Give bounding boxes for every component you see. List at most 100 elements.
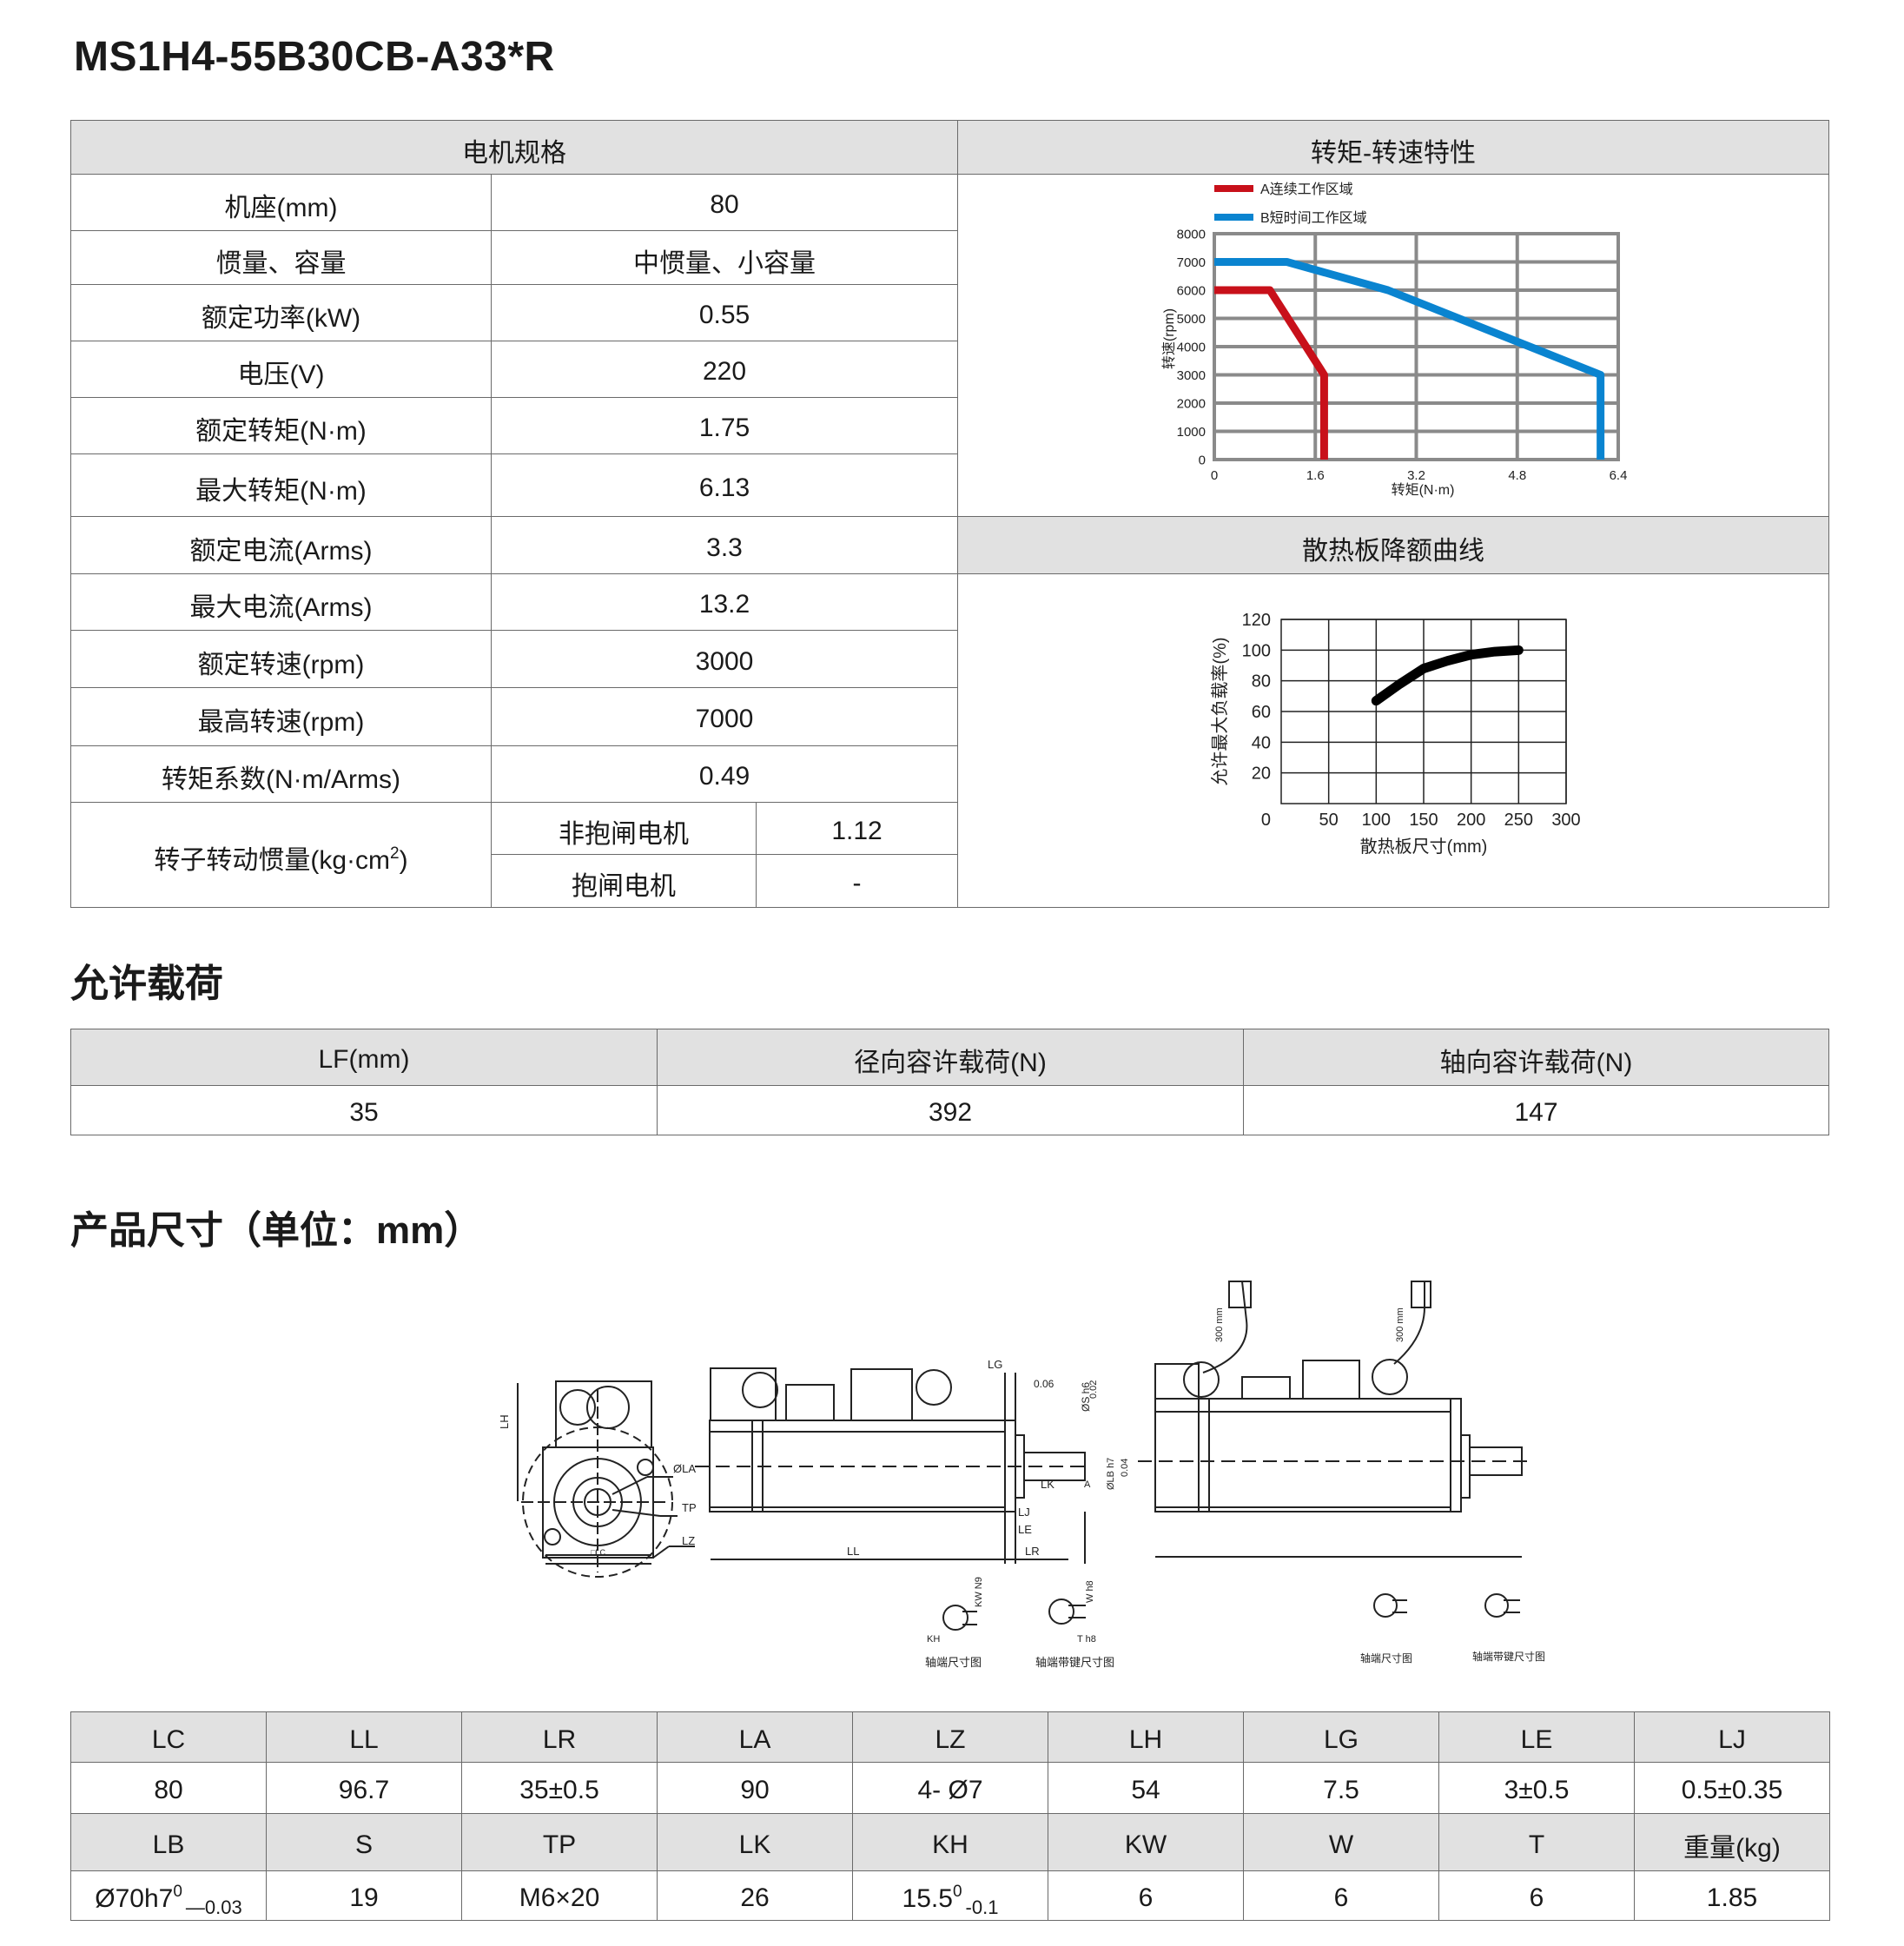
y-tick-label: 5000: [1177, 312, 1206, 327]
dims-value: Ø70h70—0.03: [70, 1870, 267, 1921]
dims-header: 重量(kg): [1634, 1813, 1830, 1871]
label-lg: LG: [988, 1358, 1002, 1371]
dims-header: LA: [657, 1711, 853, 1763]
spec-value: 13.2: [490, 573, 959, 631]
y-tick-label: 2000: [1177, 396, 1206, 411]
plot-frame: [1280, 619, 1567, 804]
load-header: 轴向容许载荷(N): [1243, 1029, 1829, 1086]
dims-value: 15.50-0.1: [852, 1870, 1048, 1921]
dims-header: LG: [1243, 1711, 1439, 1763]
spec-value: 6.13: [490, 453, 959, 517]
label-datum: A: [1084, 1479, 1091, 1490]
dims-header: KH: [852, 1813, 1048, 1871]
x-tick-label: 50: [1319, 811, 1339, 830]
dims-header: LL: [266, 1711, 462, 1763]
dims-header: LR: [461, 1711, 658, 1763]
dims-value: 80: [70, 1762, 267, 1814]
label-conc: 0.04: [1120, 1459, 1130, 1477]
label-shaft-end: 轴端尺寸图: [1360, 1651, 1412, 1665]
y-tick-label: 100: [1242, 641, 1271, 660]
inertia-sub-value: 1.12: [755, 802, 959, 855]
y-tick-label: 80: [1252, 672, 1271, 692]
y-tick-label: 8000: [1177, 227, 1206, 242]
dims-value-base: 15.5: [902, 1884, 953, 1913]
spec-label: 转矩系数(N·m/Arms): [70, 745, 492, 803]
dims-value-sub: —0.03: [185, 1896, 242, 1918]
label-cable: 300 mm: [1214, 1307, 1225, 1342]
spec-value: 1.75: [490, 397, 959, 454]
load-heading: 允许载荷: [70, 963, 223, 1005]
drawing-labels: LH ØLA TP LZ □LC LG LL LR LE LJ LK 0.06 …: [498, 1307, 1545, 1669]
spec-label: 机座(mm): [70, 174, 492, 231]
y-tick-label: 0: [1199, 453, 1206, 467]
x-axis-label: 转矩(N·m): [1392, 482, 1455, 498]
inertia-label-text: 转子转动惯量(kg·cm: [154, 846, 391, 875]
y-tick-label: 3000: [1177, 368, 1206, 383]
inertia-label-end: ): [399, 846, 408, 875]
spec-label: 最大电流(Arms): [70, 573, 492, 631]
derating-header: 散热板降额曲线: [957, 516, 1830, 574]
dims-header: W: [1243, 1813, 1439, 1871]
dims-value: 7.5: [1243, 1762, 1439, 1814]
torque-speed-panel: 0 1.6 3.2 4.8 6.4 0 1000 2000 3000 4000 5000 6000 70…: [957, 174, 1830, 517]
label-w: W h8: [1085, 1580, 1095, 1603]
label-lz: LZ: [682, 1534, 695, 1547]
x-tick-label: 6.4: [1610, 468, 1628, 483]
derating-chart: 50 100 150 200 250 300 20 40 60 80 100 120 0 散热板尺寸(mm…: [1210, 611, 1581, 857]
x-tick-label: 200: [1457, 811, 1485, 830]
dims-header: T: [1438, 1813, 1635, 1871]
x-tick-label: 100: [1362, 811, 1391, 830]
series-line-1: [1214, 258, 1605, 460]
label-kh: KH: [927, 1634, 940, 1645]
spec-label: 惯量、容量: [70, 230, 492, 285]
dims-value: 90: [657, 1762, 853, 1814]
y-tick-label: 60: [1252, 703, 1271, 722]
plot-frame: [1213, 232, 1621, 461]
spec-value: 3000: [490, 630, 959, 688]
dims-table: LC LL LR LA LZ LH LG LE LJ 80 96.7 35±0.5 90 4- Ø7 54…: [70, 1711, 1830, 1921]
dims-value: 6: [1243, 1870, 1439, 1921]
series-line-0: [1371, 645, 1524, 706]
dims-value-base: 6: [1138, 1883, 1154, 1912]
label-kw: KW N9: [974, 1577, 984, 1607]
y-tick-label: 40: [1252, 733, 1271, 752]
spec-label: 额定转矩(N·m): [70, 397, 492, 454]
x-tick-label: 4.8: [1508, 468, 1526, 483]
dims-heading: 产品尺寸（单位：mm）: [70, 1209, 483, 1252]
dims-value: 26: [657, 1870, 853, 1921]
label-lc: □LC: [591, 1548, 605, 1557]
label-perp: 0.02: [1088, 1380, 1099, 1399]
inertia-label: 转子转动惯量(kg·cm2): [70, 802, 492, 908]
label-la: ØLA: [673, 1462, 696, 1475]
x-tick-label: 150: [1409, 811, 1438, 830]
dims-header: LK: [657, 1813, 853, 1871]
dims-value: 54: [1048, 1762, 1244, 1814]
dims-header: TP: [461, 1813, 658, 1871]
dims-header: KW: [1048, 1813, 1244, 1871]
dims-value-sup: 0: [952, 1883, 962, 1901]
y-tick-label: 1000: [1177, 425, 1206, 440]
inertia-sub-label: 抱闸电机: [491, 854, 757, 908]
dims-value-base: 6: [1529, 1883, 1544, 1912]
label-t: T h8: [1077, 1634, 1096, 1645]
dims-value-base: 6: [1333, 1883, 1349, 1912]
series-line-0: [1214, 286, 1328, 460]
x-axis-label: 散热板尺寸(mm): [1360, 837, 1488, 857]
load-header: 径向容许载荷(N): [657, 1029, 1244, 1086]
label-le: LE: [1018, 1523, 1032, 1536]
load-value: 147: [1243, 1085, 1829, 1135]
dims-value-base: Ø70h7: [95, 1884, 174, 1913]
dims-value: 35±0.5: [461, 1762, 658, 1814]
dims-header: LE: [1438, 1711, 1635, 1763]
spec-header: 电机规格: [69, 120, 959, 175]
load-value: 392: [657, 1085, 1244, 1135]
x-tick-label: 1.6: [1306, 468, 1325, 483]
label-lh: LH: [498, 1414, 511, 1429]
y-axis-label: 允许最大负载率(%): [1210, 637, 1230, 785]
y-tick-label: 7000: [1177, 255, 1206, 270]
derating-panel: 50 100 150 200 250 300 20 40 60 80 100 120 0 散热板尺寸(mm…: [957, 573, 1830, 908]
legend-label-0: A连续工作区域: [1260, 182, 1353, 197]
load-table: LF(mm) 径向容许载荷(N) 轴向容许载荷(N) 35 392 147: [70, 1029, 1829, 1135]
torque-speed-chart: 0 1.6 3.2 4.8 6.4 0 1000 2000 3000 4000 5000 6000 70…: [1161, 182, 1628, 498]
spec-value: 220: [490, 341, 959, 398]
